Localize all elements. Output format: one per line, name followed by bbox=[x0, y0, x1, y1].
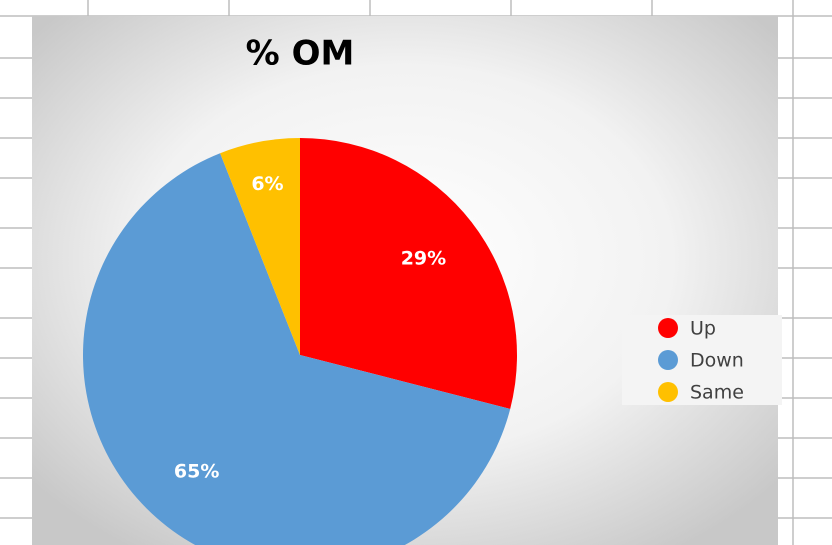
legend-marker bbox=[658, 318, 678, 338]
chart-title: % OM bbox=[246, 34, 355, 74]
legend-label: Down bbox=[690, 350, 744, 372]
legend-label: Up bbox=[690, 318, 716, 340]
data-label: 29% bbox=[401, 248, 446, 270]
pie-slice bbox=[220, 138, 300, 355]
legend-label: Same bbox=[690, 382, 744, 404]
pie-slice bbox=[83, 153, 511, 545]
data-label: 6% bbox=[251, 173, 283, 195]
legend-marker bbox=[658, 350, 678, 370]
legend-marker bbox=[658, 382, 678, 402]
legend bbox=[622, 315, 782, 405]
pie-slice bbox=[300, 138, 517, 409]
data-label: 65% bbox=[174, 461, 219, 483]
